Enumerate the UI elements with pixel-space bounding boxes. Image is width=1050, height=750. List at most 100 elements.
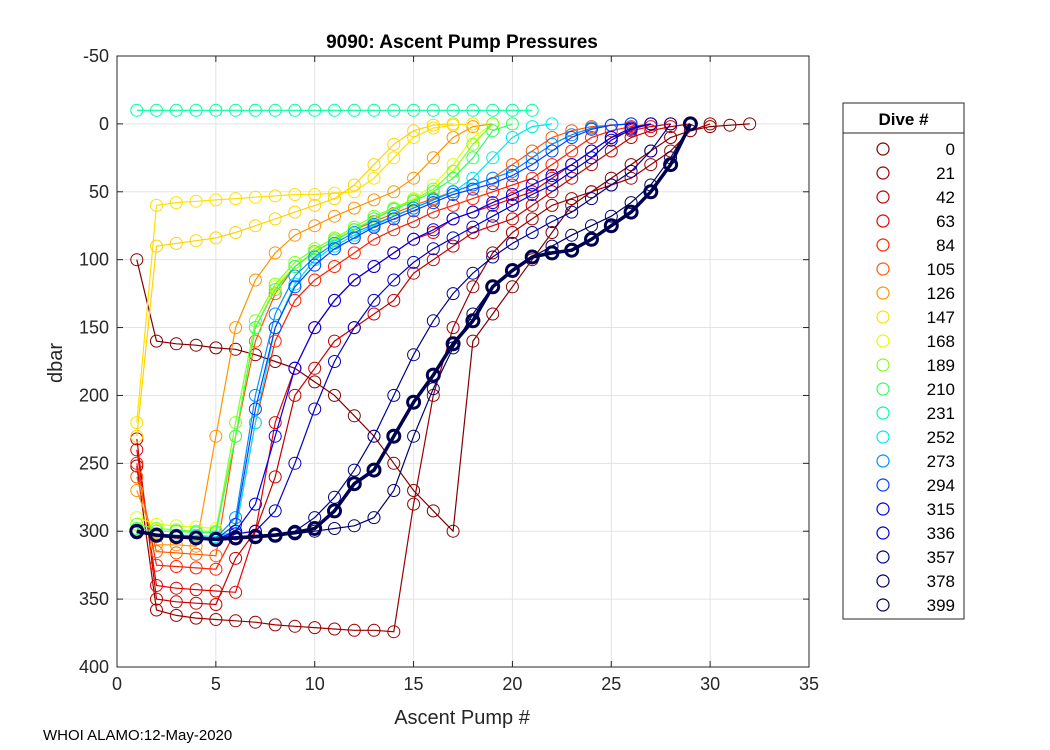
data-point bbox=[169, 196, 183, 210]
data-point bbox=[367, 171, 381, 185]
data-point bbox=[624, 171, 638, 185]
data-point bbox=[367, 158, 381, 172]
data-point bbox=[407, 215, 421, 229]
data-point bbox=[209, 231, 223, 245]
data-point bbox=[565, 171, 579, 185]
data-point bbox=[268, 246, 282, 260]
legend-marker bbox=[876, 262, 890, 276]
y-tick-label: 150 bbox=[79, 318, 109, 338]
data-point bbox=[189, 234, 203, 248]
data-point bbox=[387, 137, 401, 151]
data-point bbox=[268, 103, 282, 117]
legend-label: 399 bbox=[927, 596, 955, 615]
data-point bbox=[584, 231, 599, 247]
data-point bbox=[367, 623, 381, 637]
data-point bbox=[545, 185, 559, 199]
legend-marker bbox=[876, 550, 890, 564]
data-point bbox=[564, 242, 580, 258]
legend-label: 189 bbox=[927, 356, 955, 375]
data-point bbox=[604, 209, 618, 223]
data-point bbox=[426, 314, 440, 328]
data-point bbox=[268, 470, 282, 484]
data-point bbox=[525, 212, 539, 226]
data-point bbox=[169, 103, 183, 117]
data-point bbox=[525, 188, 539, 201]
data-point bbox=[130, 443, 144, 457]
data-point bbox=[445, 336, 461, 352]
data-point bbox=[545, 144, 559, 158]
data-point bbox=[585, 158, 598, 172]
data-point bbox=[347, 185, 361, 199]
y-tick-label: 350 bbox=[79, 589, 109, 609]
data-point bbox=[466, 171, 480, 185]
data-point bbox=[208, 531, 224, 547]
legend-label: 168 bbox=[927, 332, 955, 351]
series-line bbox=[136, 123, 632, 541]
data-point bbox=[426, 182, 440, 196]
y-tick-label: 100 bbox=[79, 250, 109, 270]
data-point bbox=[268, 280, 282, 294]
data-point bbox=[268, 618, 282, 632]
data-point bbox=[228, 530, 244, 546]
legend-marker bbox=[876, 214, 890, 228]
legend-label: 105 bbox=[927, 260, 955, 279]
legend-marker bbox=[876, 238, 890, 252]
data-point bbox=[308, 103, 322, 117]
data-point bbox=[545, 198, 559, 212]
data-point bbox=[525, 158, 539, 172]
data-point bbox=[504, 263, 520, 278]
series-336 bbox=[130, 117, 658, 546]
series-126 bbox=[130, 117, 500, 553]
data-point bbox=[466, 178, 480, 192]
y-axis-label: dbar bbox=[45, 343, 67, 383]
data-point bbox=[426, 242, 440, 256]
data-point bbox=[604, 133, 618, 147]
data-point bbox=[565, 228, 579, 242]
y-tick-label: -50 bbox=[83, 46, 109, 66]
data-point bbox=[644, 117, 658, 131]
data-point bbox=[248, 273, 262, 287]
data-point bbox=[209, 549, 223, 563]
data-point bbox=[308, 250, 322, 264]
data-point bbox=[466, 280, 480, 294]
data-point bbox=[565, 144, 579, 158]
data-point bbox=[150, 545, 163, 559]
series-line bbox=[136, 123, 632, 539]
plot-frame bbox=[116, 55, 810, 668]
chart-title: 9090: Ascent Pump Pressures bbox=[326, 32, 598, 53]
data-point bbox=[288, 228, 302, 242]
data-point bbox=[426, 253, 440, 267]
data-point bbox=[188, 530, 204, 546]
data-point bbox=[486, 117, 500, 131]
data-point bbox=[505, 158, 519, 172]
data-point bbox=[209, 193, 223, 207]
data-point bbox=[268, 504, 282, 518]
data-point bbox=[446, 321, 460, 335]
legend-marker bbox=[876, 430, 890, 444]
data-point bbox=[129, 523, 145, 539]
data-point bbox=[189, 194, 203, 208]
data-point bbox=[328, 622, 341, 636]
data-point bbox=[288, 280, 302, 294]
data-point bbox=[288, 361, 302, 375]
data-point bbox=[347, 178, 361, 192]
data-point bbox=[248, 388, 262, 402]
data-point bbox=[682, 116, 698, 132]
data-point bbox=[248, 190, 262, 204]
data-point bbox=[189, 547, 203, 561]
legend-label: 315 bbox=[927, 500, 955, 519]
data-point bbox=[446, 103, 460, 117]
data-point bbox=[130, 429, 144, 443]
data-point bbox=[229, 342, 243, 356]
data-point bbox=[150, 239, 163, 253]
data-point bbox=[229, 585, 243, 599]
data-point bbox=[545, 117, 559, 131]
data-point bbox=[209, 584, 223, 598]
data-point bbox=[189, 611, 203, 625]
data-point bbox=[347, 231, 361, 245]
data-point bbox=[328, 334, 341, 348]
data-point bbox=[446, 117, 460, 131]
legend-marker bbox=[876, 478, 890, 492]
data-point bbox=[248, 402, 262, 416]
data-point bbox=[565, 192, 579, 206]
